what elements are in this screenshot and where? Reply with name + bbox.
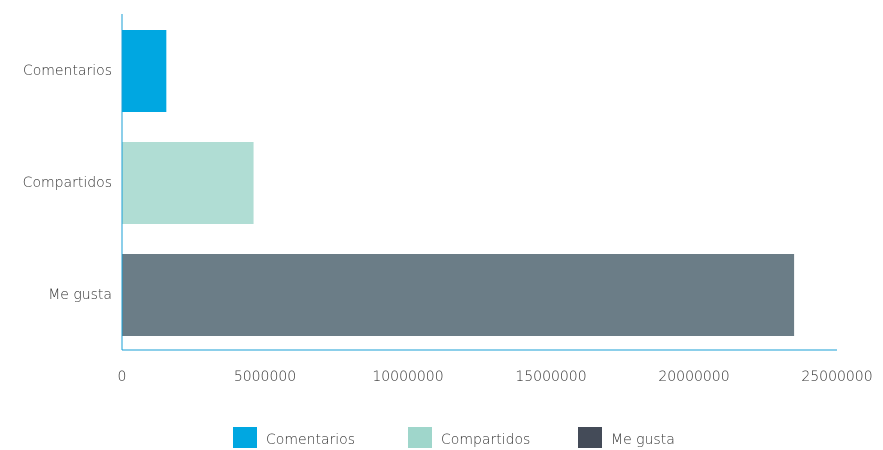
bar [122,142,254,224]
x-tick-label: 15000000 [515,369,586,385]
legend-swatch [408,427,432,448]
bar [122,254,795,336]
x-tick-label: 25000000 [801,369,872,385]
y-tick-label: Me gusta [48,287,112,303]
x-tick-label: 10000000 [372,369,443,385]
legend-swatch [578,427,602,448]
x-tick-label: 20000000 [658,369,729,385]
y-tick-label: Compartidos [23,175,112,191]
x-tick-label: 5000000 [234,369,296,385]
legend-swatch [233,427,257,448]
bar [122,30,167,112]
legend-label: Compartidos [441,432,530,448]
legend-label: Comentarios [266,432,355,448]
x-tick-label: 0 [118,369,127,385]
y-tick-label: Comentarios [23,63,112,79]
legend-label: Me gusta [611,432,675,448]
